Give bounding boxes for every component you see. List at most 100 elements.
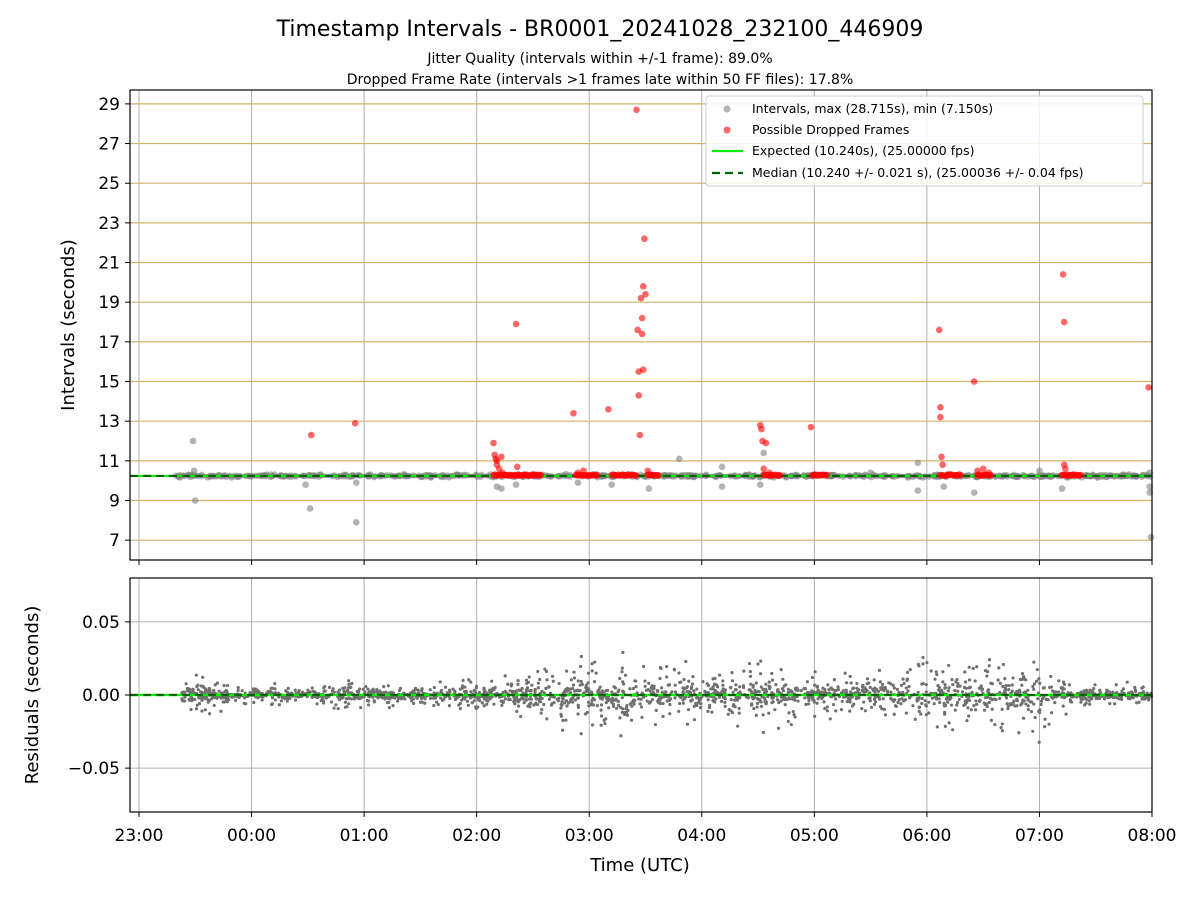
residual-point xyxy=(589,690,594,694)
residual-point xyxy=(522,701,526,705)
residual-point xyxy=(1049,674,1053,679)
residual-point xyxy=(620,696,624,700)
residual-point xyxy=(684,659,688,664)
residual-point xyxy=(508,697,512,702)
residual-point xyxy=(332,706,336,710)
residual-point xyxy=(830,687,835,692)
residual-point xyxy=(967,714,971,718)
residual-point xyxy=(183,695,187,699)
residual-point xyxy=(545,717,549,721)
residual-point xyxy=(805,680,809,684)
residual-point xyxy=(514,698,518,703)
residual-point xyxy=(447,688,452,692)
residual-point xyxy=(892,686,896,690)
dropped-frame-point xyxy=(776,471,784,479)
residual-point xyxy=(490,679,494,683)
residual-point xyxy=(692,718,697,722)
residual-point xyxy=(323,689,327,693)
residual-point xyxy=(573,698,578,702)
dropped-frame-point xyxy=(807,423,815,431)
residual-point xyxy=(938,700,942,705)
residual-point xyxy=(1079,690,1083,695)
residual-point xyxy=(599,703,604,707)
residual-point xyxy=(221,700,225,704)
interval-point xyxy=(914,487,922,494)
residual-point xyxy=(513,690,517,694)
residual-point xyxy=(690,682,695,686)
dropped-frame-point xyxy=(1060,318,1068,326)
residual-point xyxy=(536,686,540,690)
residual-point xyxy=(469,690,473,694)
residual-point xyxy=(729,686,733,690)
legend-entry: Possible Dropped Frames xyxy=(752,122,909,137)
residual-point xyxy=(947,721,951,725)
dropped-frame-point xyxy=(619,471,627,479)
dropped-frame-point xyxy=(1062,465,1069,473)
residual-point xyxy=(764,702,768,706)
residual-point xyxy=(525,686,530,690)
interval-point xyxy=(306,505,314,512)
residual-point xyxy=(1107,695,1112,699)
residual-point xyxy=(855,686,859,690)
residual-point xyxy=(1075,695,1079,699)
residual-point xyxy=(759,704,764,708)
residual-point xyxy=(872,702,877,706)
residual-point xyxy=(665,664,669,669)
dropped-frame-point xyxy=(638,314,646,322)
interval-point xyxy=(970,489,978,496)
residual-point xyxy=(488,689,492,693)
residual-point xyxy=(712,682,717,686)
residual-point xyxy=(315,702,319,706)
dropped-frame-point xyxy=(520,471,528,479)
dropped-frame-point xyxy=(937,413,944,421)
residual-point xyxy=(748,674,753,678)
residual-point xyxy=(935,672,939,677)
time-x-tick-label: 08:00 xyxy=(1128,826,1177,846)
residual-point xyxy=(877,697,882,701)
residual-point xyxy=(286,686,290,690)
residual-point xyxy=(379,691,383,695)
residual-point xyxy=(310,686,314,690)
residual-point xyxy=(834,709,838,713)
residual-point xyxy=(464,689,468,693)
residual-point xyxy=(921,662,925,666)
interval-point xyxy=(718,483,726,490)
residual-point xyxy=(1024,702,1028,706)
residual-point xyxy=(579,664,583,669)
residual-point xyxy=(560,700,564,704)
residual-point xyxy=(212,703,216,708)
residual-point xyxy=(458,707,462,711)
residual-point xyxy=(457,703,461,707)
residual-point xyxy=(943,683,947,687)
residual-point xyxy=(1001,684,1005,689)
residual-point xyxy=(1038,708,1042,712)
residual-point xyxy=(998,696,1002,700)
residual-point xyxy=(823,706,827,711)
residual-point xyxy=(355,689,359,693)
residual-point xyxy=(197,701,202,706)
residual-point xyxy=(755,705,759,709)
residual-point xyxy=(768,685,772,689)
residual-point xyxy=(682,677,686,682)
residual-point xyxy=(1088,702,1092,706)
residual-point xyxy=(711,685,715,689)
residual-point xyxy=(1031,684,1035,689)
residual-point xyxy=(307,690,311,695)
residual-point xyxy=(977,699,982,703)
residual-point xyxy=(1068,699,1072,703)
residual-point xyxy=(761,687,765,692)
residual-point xyxy=(1141,685,1145,689)
residual-point xyxy=(734,683,738,687)
residual-point xyxy=(665,699,669,703)
residual-point xyxy=(1057,679,1061,683)
residual-point xyxy=(602,718,606,722)
residual-point xyxy=(764,689,769,693)
intervals-y-tick-label: 11 xyxy=(98,452,120,472)
residual-point xyxy=(420,700,424,704)
residual-point xyxy=(706,698,710,702)
residual-point xyxy=(1004,684,1008,688)
residual-point xyxy=(843,671,847,675)
residual-point xyxy=(784,683,788,687)
residual-point xyxy=(576,712,580,716)
residual-point xyxy=(713,676,717,681)
